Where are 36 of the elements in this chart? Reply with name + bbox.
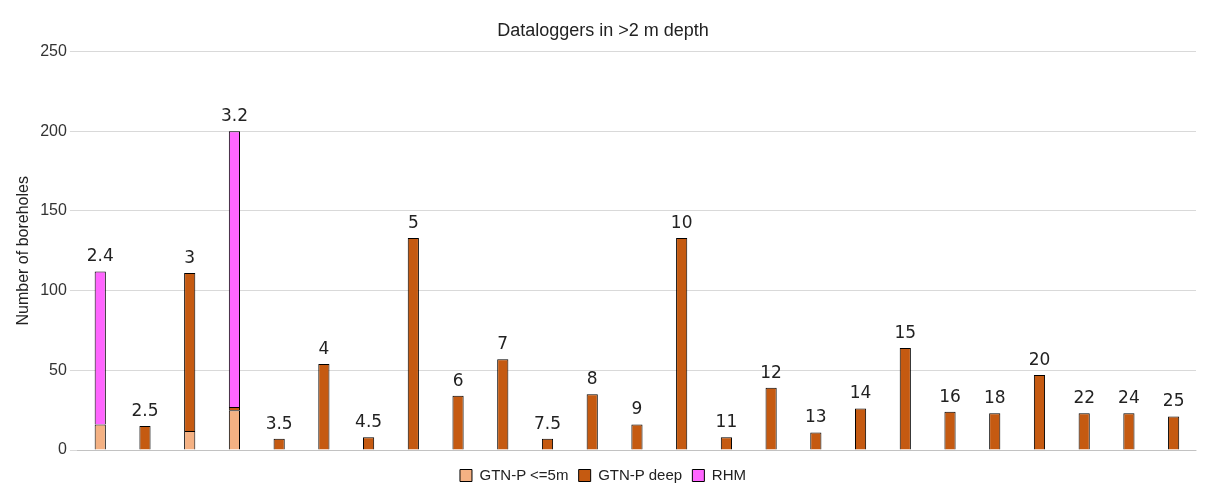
x-tick-label: 8 — [586, 368, 598, 389]
x-tick-label: 22 — [1073, 387, 1096, 408]
x-tick-label: 11 — [715, 411, 738, 432]
x-tick-label: 3 — [184, 247, 196, 268]
y-tick-label: 0 — [57, 440, 67, 458]
y-axis-title: Number of boreholes — [14, 176, 32, 326]
x-tick-label: 24 — [1118, 387, 1140, 408]
x-tick-label: 6 — [452, 369, 464, 390]
x-tick-label: 3.2 — [220, 105, 248, 126]
y-tick-label: 150 — [40, 201, 67, 219]
x-tick-label: 2.4 — [86, 245, 114, 266]
x-tick-label: 15 — [894, 321, 917, 342]
x-tick-label: 10 — [670, 211, 693, 232]
y-tick-label: 100 — [40, 281, 67, 299]
x-tick-label: 14 — [849, 382, 872, 403]
x-tick-label: 4 — [318, 337, 330, 358]
x-tick-label: 4.5 — [355, 411, 383, 432]
x-tick-label: 13 — [805, 406, 827, 427]
x-tick-label: 7 — [497, 333, 509, 354]
x-tick-label: 18 — [983, 387, 1006, 408]
y-tick-label: 50 — [49, 360, 67, 378]
x-tick-label: 16 — [939, 385, 961, 406]
x-tick-label: 12 — [760, 361, 782, 382]
y-tick-label: 200 — [40, 121, 67, 139]
x-tick-label: 7.5 — [533, 412, 562, 433]
x-tick-label: 2.5 — [131, 400, 159, 421]
x-tick-label: 20 — [1028, 349, 1051, 370]
legend-label: RHM — [711, 465, 747, 483]
legend-label: GTN-P deep — [598, 465, 683, 483]
legend-label: GTN-P <=5m — [479, 465, 569, 483]
x-tick-label: 9 — [631, 398, 643, 419]
x-tick-label: 5 — [407, 211, 419, 232]
chart-title: Dataloggers in >2 m depth — [497, 19, 709, 40]
x-tick-label: 25 — [1162, 390, 1185, 411]
y-tick-label: 250 — [40, 42, 67, 60]
x-tick-label: 3.5 — [265, 412, 293, 433]
